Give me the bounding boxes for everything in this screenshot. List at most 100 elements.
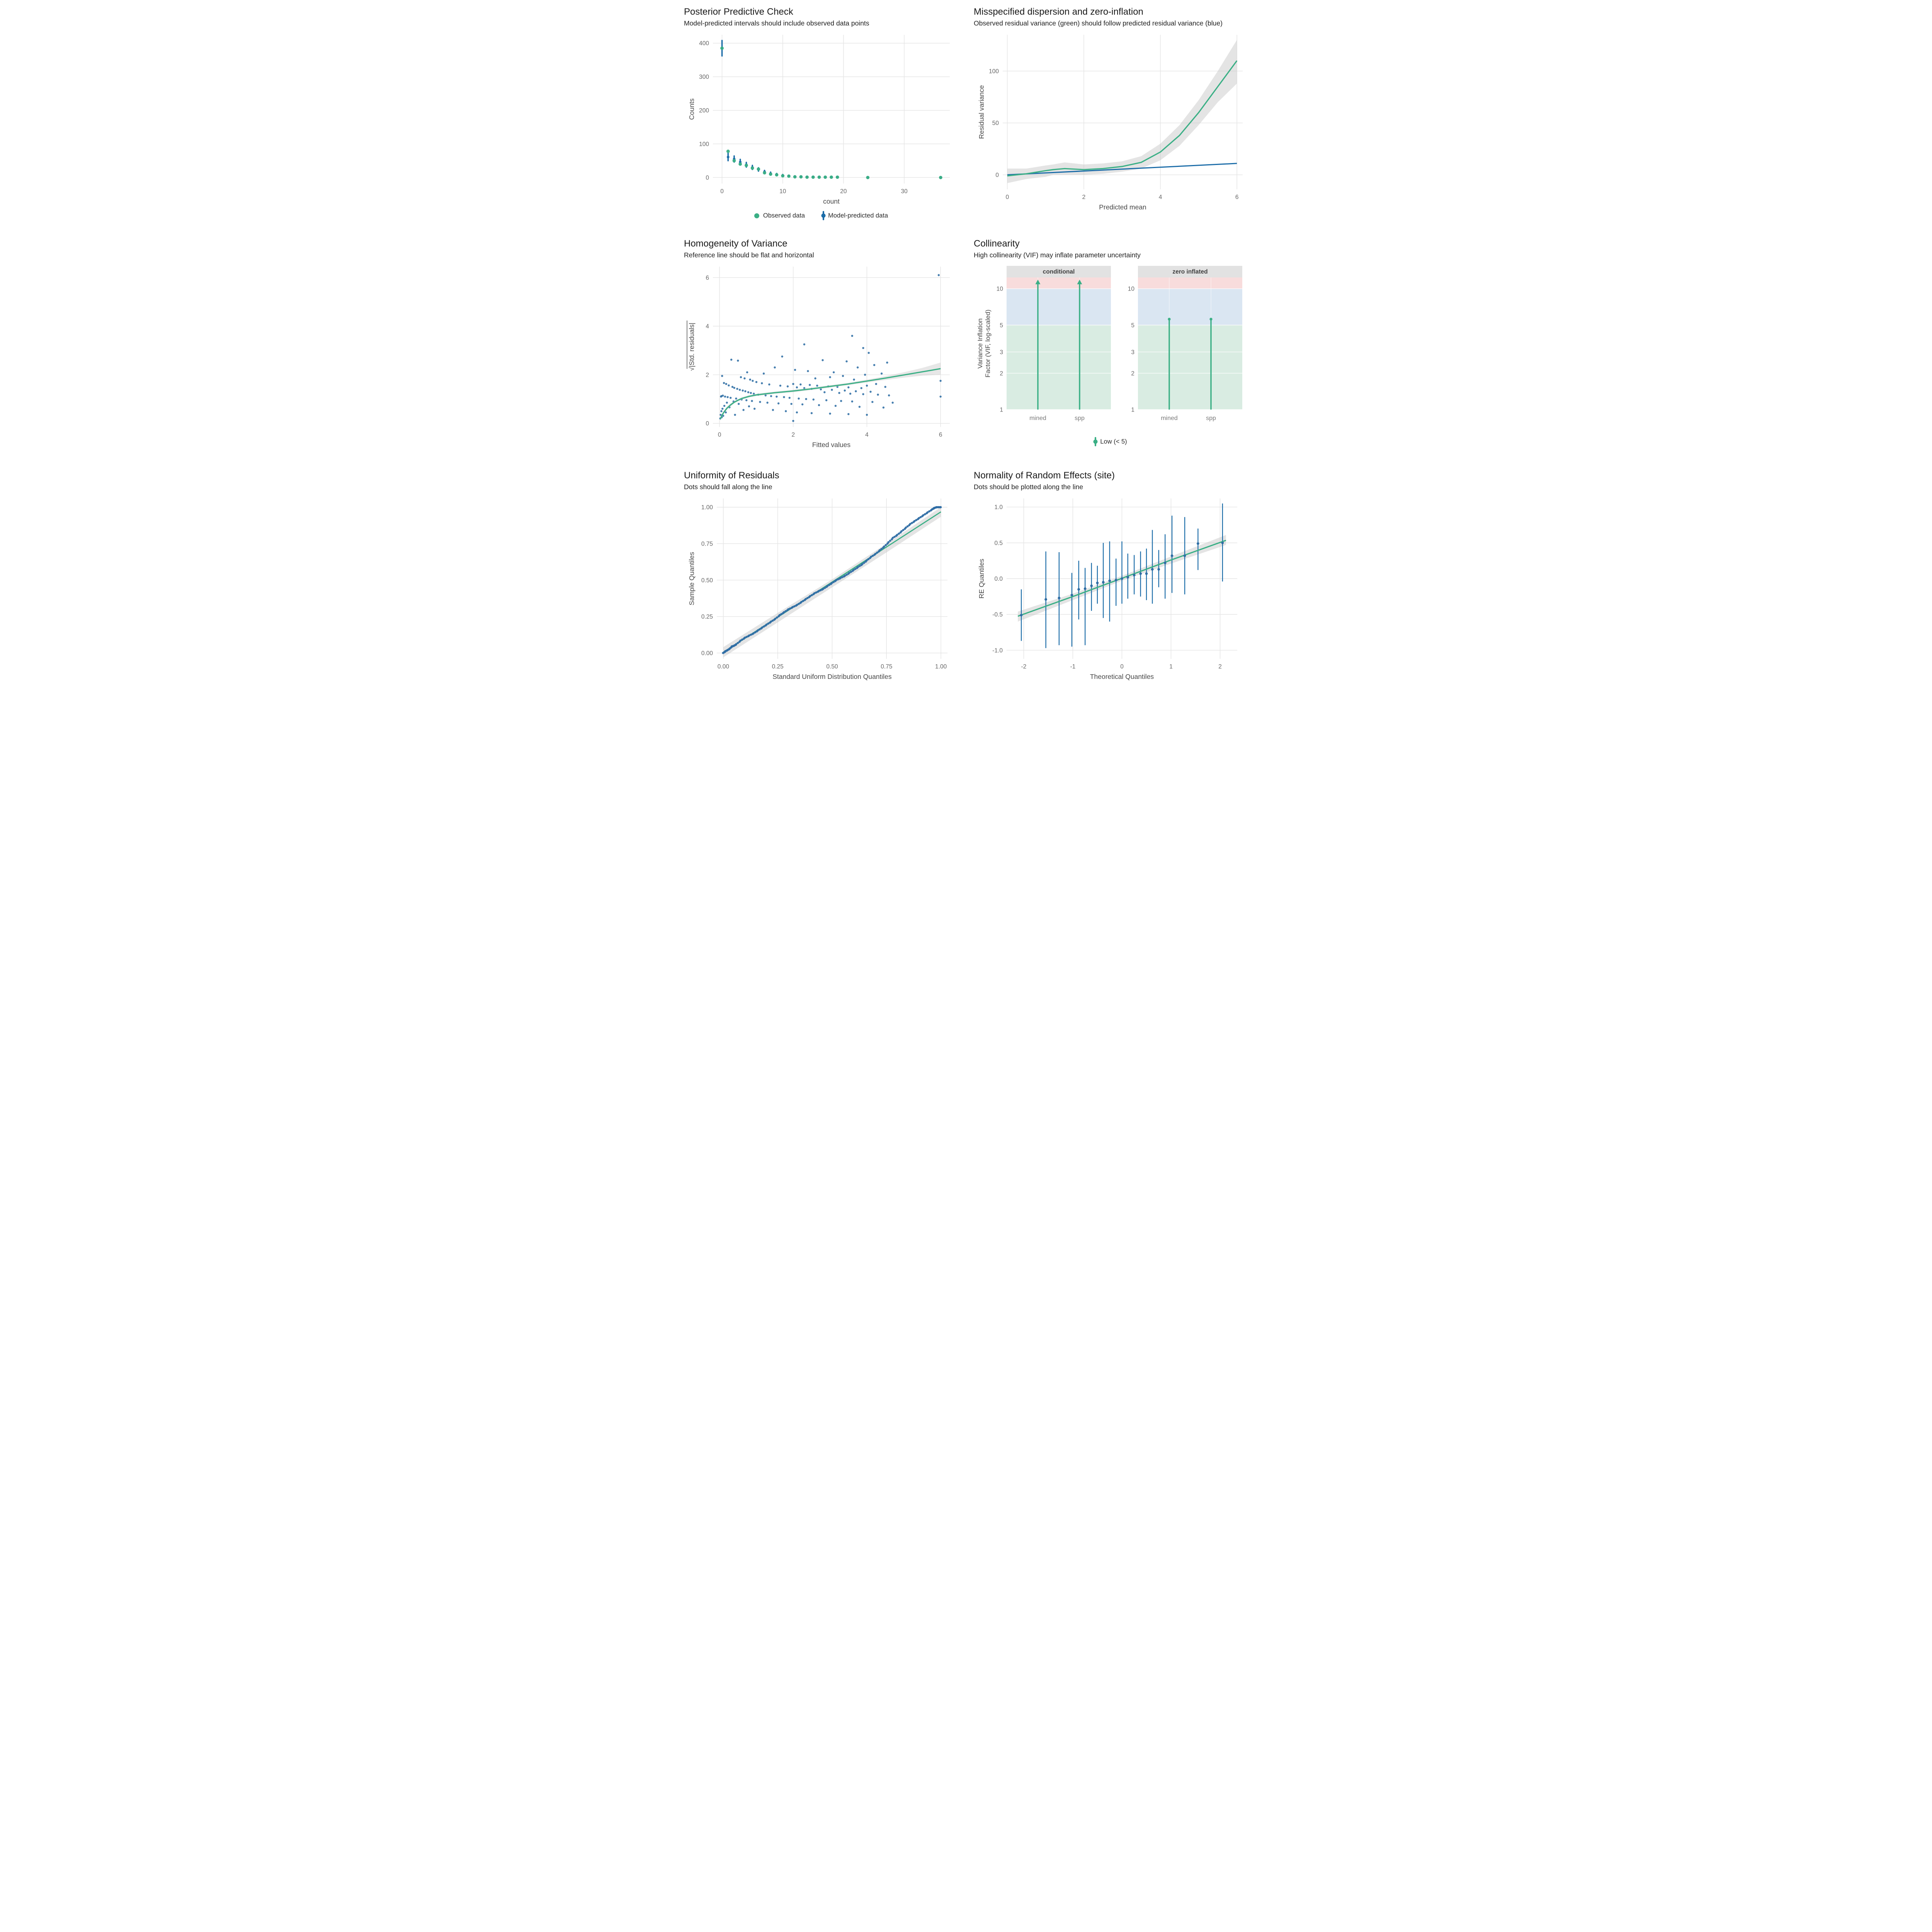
svg-text:1.0: 1.0 [994, 504, 1003, 511]
svg-text:-2: -2 [1021, 663, 1027, 670]
panel-subtitle: Dots should fall along the line [684, 483, 772, 491]
svg-text:0.25: 0.25 [772, 663, 784, 670]
svg-text:400: 400 [699, 40, 709, 47]
svg-text:0.50: 0.50 [701, 577, 713, 584]
panel-subtitle: Dots should be plotted along the line [974, 483, 1083, 491]
panel-subtitle: Reference line should be flat and horizo… [684, 251, 814, 259]
panel-title: Uniformity of Residuals [684, 470, 779, 481]
observed-dot-icon [754, 213, 759, 218]
svg-text:1.00: 1.00 [701, 504, 713, 511]
svg-text:Residual variance: Residual variance [978, 85, 985, 139]
svg-text:zero inflated: zero inflated [1172, 269, 1208, 275]
svg-text:50: 50 [992, 120, 999, 127]
svg-text:0.00: 0.00 [701, 650, 713, 656]
panel-homogeneity-of-variance: Homogeneity of Variance Reference line s… [676, 232, 966, 464]
svg-text:Standard Uniform Distribution: Standard Uniform Distribution Quantiles [772, 673, 892, 680]
vif-legend: Low (< 5) [974, 434, 1248, 449]
collinearity-chart: Variance Inflation Factor (VIF, log-scale… [976, 266, 1242, 422]
svg-text:mined: mined [1029, 415, 1046, 422]
panel-uniformity-of-residuals: Uniformity of Residuals Dots should fall… [676, 464, 966, 696]
panel-title: Posterior Predictive Check [684, 7, 793, 17]
svg-text:6: 6 [706, 275, 709, 281]
re-normality-chart: -2 -1 0 1 2 -1.0 -0.5 0.0 0.5 1.0 Theoretical Quan… [978, 498, 1237, 680]
svg-text:spp: spp [1206, 415, 1216, 422]
svg-text:0: 0 [995, 172, 999, 179]
svg-text:Variance Inflation: Variance Inflation [976, 318, 984, 369]
svg-text:4: 4 [1159, 194, 1162, 201]
svg-text:10: 10 [779, 188, 786, 195]
legend-label-low-vif: Low (< 5) [1100, 438, 1127, 445]
svg-text:0.5: 0.5 [994, 540, 1003, 546]
svg-text:2: 2 [1082, 194, 1086, 201]
svg-text:-1.0: -1.0 [992, 647, 1003, 654]
svg-text:0: 0 [706, 420, 709, 427]
svg-text:0.75: 0.75 [881, 663, 892, 670]
svg-text:0: 0 [1120, 663, 1124, 670]
svg-text:0.50: 0.50 [826, 663, 838, 670]
panel-title: Normality of Random Effects (site) [974, 470, 1115, 481]
svg-text:0: 0 [718, 432, 721, 438]
svg-text:20: 20 [840, 188, 847, 195]
legend-label-predicted: Model-predicted data [828, 212, 888, 219]
svg-text:0.00: 0.00 [718, 663, 730, 670]
svg-text:3: 3 [1000, 349, 1003, 355]
panel-subtitle: Observed residual variance (green) shoul… [974, 19, 1223, 27]
panel-normality-random-effects: Normality of Random Effects (site) Dots … [966, 464, 1256, 696]
svg-text:200: 200 [699, 107, 709, 114]
panel-title: Homogeneity of Variance [684, 238, 787, 249]
svg-text:5: 5 [1131, 322, 1134, 329]
svg-text:2: 2 [792, 432, 795, 438]
legend-item-low-vif: Low (< 5) [1095, 437, 1127, 446]
ppc-legend: Observed data Model-predicted data [684, 208, 958, 223]
svg-text:Predicted mean: Predicted mean [1099, 203, 1146, 211]
svg-text:1: 1 [1000, 407, 1003, 413]
panel-subtitle: High collinearity (VIF) may inflate para… [974, 251, 1141, 259]
legend-item-predicted: Model-predicted data [823, 211, 888, 220]
svg-text:1: 1 [1131, 407, 1134, 413]
svg-text:0.0: 0.0 [994, 576, 1003, 582]
svg-text:0.25: 0.25 [701, 614, 713, 620]
diagnostics-grid: Posterior Predictive Check Model-predict… [676, 0, 1256, 696]
svg-text:Counts: Counts [688, 99, 696, 120]
svg-text:4: 4 [706, 323, 709, 330]
panel-collinearity: Collinearity High collinearity (VIF) may… [966, 232, 1256, 464]
svg-text:300: 300 [699, 74, 709, 80]
svg-text:0.75: 0.75 [701, 541, 713, 547]
svg-text:100: 100 [989, 68, 999, 75]
pointrange-icon [823, 211, 825, 220]
svg-text:3: 3 [1131, 349, 1134, 355]
panel-misspecified-dispersion: Misspecified dispersion and zero-inflati… [966, 0, 1256, 232]
svg-text:6: 6 [939, 432, 942, 438]
uniformity-chart: 0.00 0.25 0.50 0.75 1.00 0.00 0.25 0.50 0.75 1.00… [688, 498, 947, 680]
svg-text:5: 5 [1000, 322, 1003, 329]
svg-text:Sample Quantiles: Sample Quantiles [688, 552, 696, 605]
svg-text:Factor (VIF, log-scaled): Factor (VIF, log-scaled) [984, 310, 992, 378]
svg-text:spp: spp [1075, 415, 1085, 422]
svg-text:30: 30 [901, 188, 908, 195]
svg-text:Fitted values: Fitted values [812, 441, 850, 449]
svg-text:2: 2 [1218, 663, 1222, 670]
dispersion-chart: 0 2 4 6 0 50 100 Predicted mean Residual varianc… [978, 35, 1243, 211]
svg-text:1.00: 1.00 [935, 663, 947, 670]
svg-text:10: 10 [1128, 286, 1135, 293]
svg-text:-1: -1 [1070, 663, 1076, 670]
svg-text:10: 10 [997, 286, 1003, 293]
low-vif-pointrange-icon [1095, 437, 1097, 446]
panel-title: Collinearity [974, 238, 1020, 249]
svg-text:-0.5: -0.5 [992, 612, 1003, 618]
panel-posterior-predictive-check: Posterior Predictive Check Model-predict… [676, 0, 966, 232]
svg-text:0: 0 [1006, 194, 1009, 201]
svg-text:0: 0 [720, 188, 724, 195]
svg-text:1: 1 [1169, 663, 1173, 670]
panel-title: Misspecified dispersion and zero-inflati… [974, 7, 1143, 17]
svg-text:6: 6 [1235, 194, 1239, 201]
panel-subtitle: Model-predicted intervals should include… [684, 19, 869, 27]
svg-text:0: 0 [706, 175, 709, 181]
svg-text:count: count [823, 197, 840, 205]
svg-text:Theoretical Quantiles: Theoretical Quantiles [1090, 673, 1154, 680]
legend-item-observed: Observed data [754, 212, 805, 219]
svg-text:mined: mined [1161, 415, 1178, 422]
svg-text:2: 2 [1131, 370, 1134, 377]
svg-text:100: 100 [699, 141, 709, 148]
